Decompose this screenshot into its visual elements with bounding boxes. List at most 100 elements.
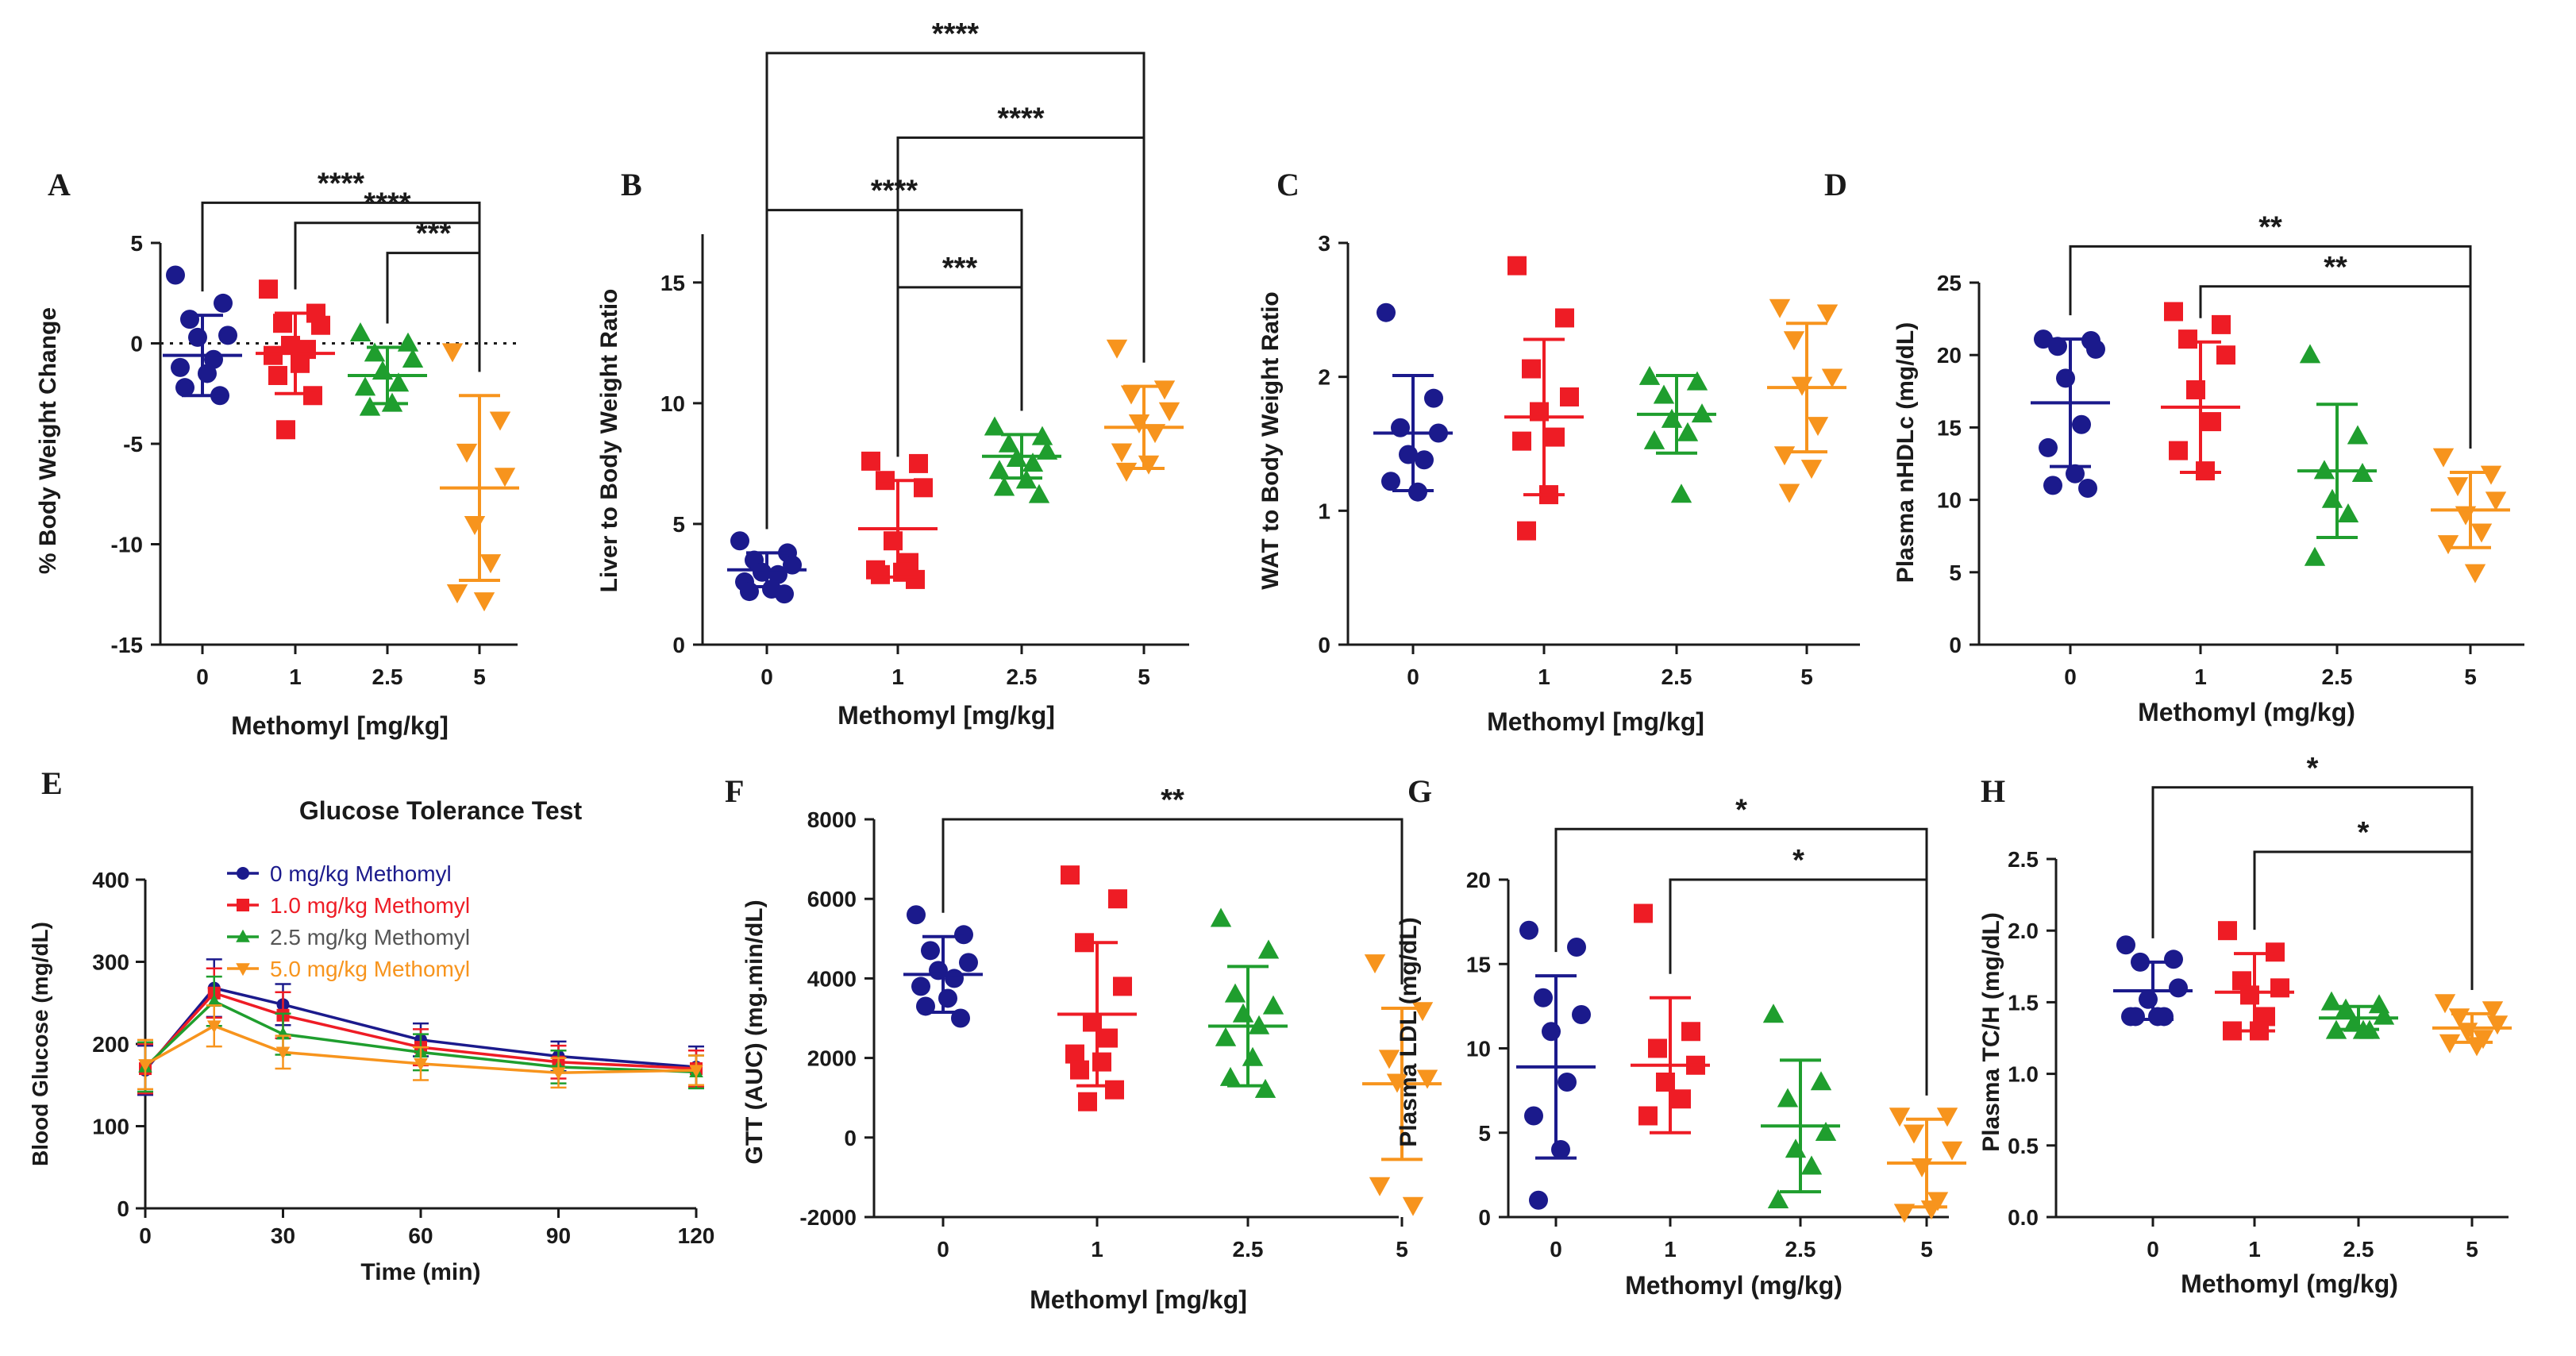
group-3 xyxy=(2432,994,2512,1057)
data-point xyxy=(2304,546,2326,566)
data-point xyxy=(1111,443,1133,463)
data-point xyxy=(349,322,372,342)
data-point xyxy=(1115,462,1138,482)
data-point xyxy=(2434,994,2456,1014)
x-tick-label: 2.5 xyxy=(1662,665,1692,689)
data-point xyxy=(988,460,1011,480)
data-point xyxy=(1670,483,1692,503)
y-tick-label: 15 xyxy=(660,271,685,295)
x-tick-label: 0 xyxy=(139,1223,152,1248)
legend-entry: 5.0 mg/kg Methomyl xyxy=(270,957,470,981)
bracket-line xyxy=(386,252,481,372)
panel-F: F -2000 0 2000 4000 6000 8000 0 1 2.5 5 Methomyl [m… xyxy=(725,773,1442,1314)
data-point xyxy=(984,416,1006,436)
x-tick-label: 0 xyxy=(2064,665,2077,689)
data-point xyxy=(138,1059,152,1073)
data-point xyxy=(2039,437,2058,457)
panel-C: C 0 1 2 3 0 1 2.5 5 Methomyl [mg/kg] WAT to Body W… xyxy=(1257,167,1860,736)
data-point xyxy=(730,531,749,551)
data-point xyxy=(1572,1005,1591,1024)
significance-bracket: * xyxy=(1554,793,1928,1096)
x-tick-label: 2.5 xyxy=(2322,665,2353,689)
data-point xyxy=(1653,384,1675,404)
x-axis-label: Methomyl [mg/kg] xyxy=(1030,1285,1247,1314)
data-point xyxy=(1677,422,1699,441)
significance-bracket: * xyxy=(2151,752,2474,990)
data-point xyxy=(1807,417,1829,437)
data-point xyxy=(354,376,376,396)
y-tick-label: 2000 xyxy=(807,1046,857,1071)
y-axis-label: Blood Glucose (mg/dL) xyxy=(28,922,52,1166)
panel-letter: E xyxy=(41,765,63,801)
data-point xyxy=(2043,476,2062,495)
group-1 xyxy=(858,451,938,589)
bracket-line xyxy=(2069,245,2472,449)
y-tick-label: 0.5 xyxy=(2008,1134,2039,1158)
legend-marker xyxy=(236,963,250,977)
significance-label: ** xyxy=(2324,251,2347,284)
y-tick-label: -10 xyxy=(111,533,143,557)
series-line xyxy=(144,1024,697,1074)
y-tick-label: 5 xyxy=(672,512,685,537)
data-point xyxy=(911,977,930,996)
data-point xyxy=(1092,1052,1111,1072)
x-axis-label: Methomyl [mg/kg] xyxy=(837,701,1055,730)
data-point xyxy=(1517,521,1536,541)
y-tick-label: 2.5 xyxy=(2008,847,2039,872)
data-point xyxy=(1381,472,1400,491)
data-point xyxy=(2216,345,2235,365)
data-point xyxy=(2034,329,2053,349)
y-tick-label: 400 xyxy=(92,868,129,892)
data-point xyxy=(1158,402,1180,422)
data-point xyxy=(2169,978,2188,998)
data-point xyxy=(1560,387,1579,406)
data-point xyxy=(1519,920,1538,940)
group-2 xyxy=(2319,991,2398,1039)
data-point xyxy=(1769,299,1791,318)
data-point xyxy=(2116,935,2135,955)
x-tick-label: 1 xyxy=(1538,665,1550,689)
x-tick-label: 1 xyxy=(2194,665,2207,689)
data-point xyxy=(2164,950,2183,969)
x-tick-label: 1 xyxy=(2248,1237,2261,1262)
y-tick-label: 20 xyxy=(1466,868,1491,892)
data-point xyxy=(1106,339,1128,359)
significance-label: **** xyxy=(997,102,1044,135)
legend-marker xyxy=(236,929,250,942)
group-0 xyxy=(1373,302,1453,502)
panel-letter: F xyxy=(725,773,744,809)
significance-bracket: ** xyxy=(2069,210,2472,449)
data-point xyxy=(907,905,926,925)
bracket-line xyxy=(896,286,1023,457)
data-point xyxy=(1800,460,1823,480)
significance-bracket: **** xyxy=(201,167,481,372)
data-point xyxy=(1778,483,1800,503)
data-point xyxy=(1402,1196,1424,1216)
data-point xyxy=(1542,1022,1561,1042)
group-1 xyxy=(1631,903,1710,1134)
y-axis-label: % Body Weight Change xyxy=(35,307,61,574)
data-point xyxy=(1120,385,1142,405)
panel-G: G 0 5 10 15 20 0 1 2.5 5 Methomyl (mg/kg) Plasma LD… xyxy=(1396,773,1966,1300)
y-tick-label: 6000 xyxy=(807,887,857,911)
data-point xyxy=(993,476,1015,496)
x-tick-label: 5 xyxy=(1800,665,1813,689)
y-axis-label: Plasma TC/H (mg/dL) xyxy=(1978,912,2004,1152)
data-point xyxy=(276,420,295,440)
x-axis-label: Methomyl [mg/kg] xyxy=(231,711,449,740)
data-point xyxy=(1773,446,1796,466)
significance-label: ** xyxy=(2258,210,2282,244)
y-tick-label: 0 xyxy=(1949,633,1962,657)
data-point xyxy=(998,433,1020,453)
data-point xyxy=(2321,488,2343,508)
data-point xyxy=(1893,1204,1916,1223)
data-point xyxy=(387,372,410,392)
data-point xyxy=(1262,995,1284,1015)
data-point xyxy=(1138,455,1160,475)
data-point xyxy=(2218,921,2237,941)
data-point xyxy=(214,293,233,313)
data-point xyxy=(1061,865,1080,885)
data-point xyxy=(1661,408,1683,428)
y-tick-label: 100 xyxy=(92,1115,129,1139)
y-tick-label: 5 xyxy=(130,231,143,256)
